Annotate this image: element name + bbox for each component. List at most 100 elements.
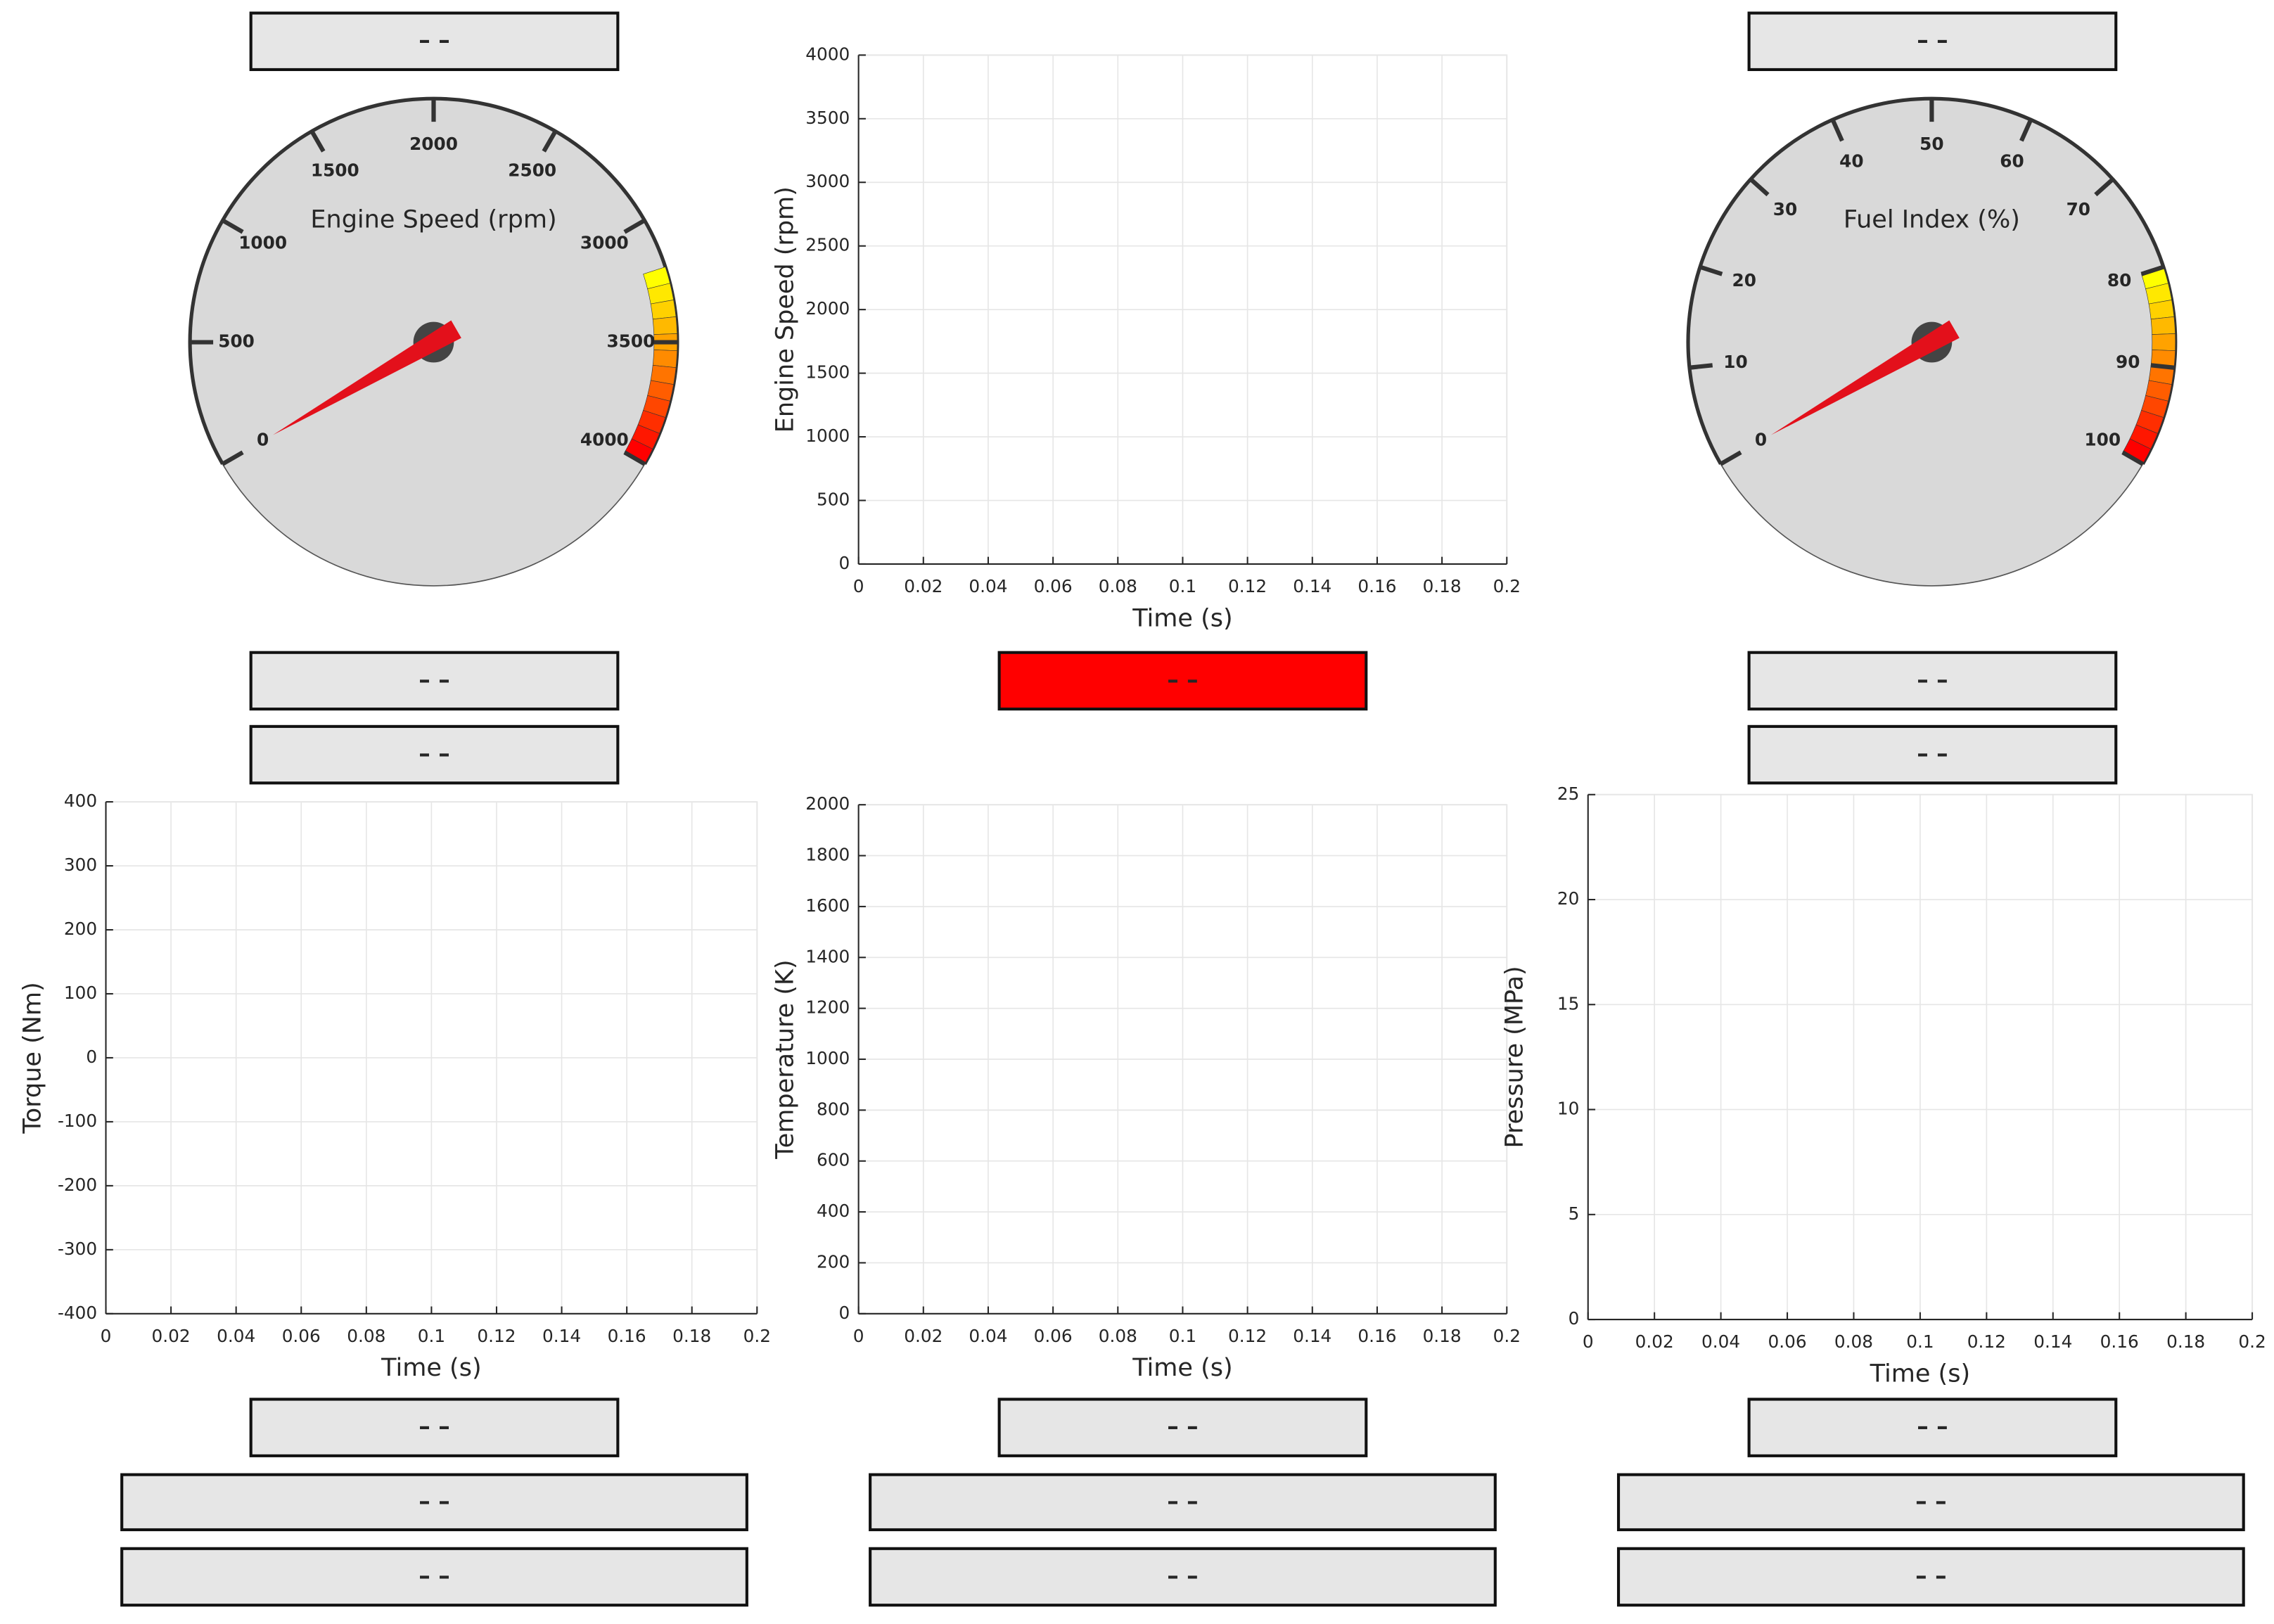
x-tick-label: 0.02	[904, 576, 943, 596]
y-tick-label: 3000	[805, 171, 850, 191]
gauge-tick-label: 40	[1839, 151, 1863, 171]
x-tick-label: 0.2	[2238, 1331, 2266, 1352]
display-value: – –	[419, 740, 449, 767]
x-tick-label: 0.02	[152, 1326, 191, 1346]
x-tick-label: 0.02	[904, 1326, 943, 1346]
gauge-tick	[2140, 264, 2164, 276]
x-tick-label: 0	[101, 1326, 112, 1346]
y-tick-label: 0	[839, 1303, 850, 1323]
y-tick-label: 1000	[805, 426, 850, 446]
y-tick-label: 100	[64, 983, 97, 1003]
gauge-tick-label: 3500	[606, 331, 655, 352]
gauge-tick-label: 10	[1723, 352, 1747, 372]
gauge-tick-label: 80	[2107, 270, 2131, 290]
gauge-tick-label: 20	[1732, 270, 1756, 290]
y-tick-label: 3500	[805, 108, 850, 128]
x-tick-label: 0.14	[1293, 1326, 1331, 1346]
gauge-tick-label: 60	[2000, 151, 2024, 171]
y-axis-label: Pressure (MPa)	[1500, 966, 1529, 1148]
gauge-tick-label: 0	[1755, 430, 1767, 450]
warning-band	[2152, 333, 2176, 351]
gauge-tick-label: 0	[257, 430, 269, 450]
y-tick-label: 400	[817, 1201, 850, 1221]
x-axis-label: Time (s)	[1132, 603, 1232, 632]
y-tick-label: 600	[817, 1150, 850, 1170]
gauge-tick	[542, 130, 558, 153]
y-tick-label: 5	[1569, 1203, 1580, 1224]
gauge-tick	[221, 218, 244, 234]
warning-band	[652, 350, 677, 369]
display-box	[869, 1473, 1497, 1532]
gauge-tick-label: 90	[2116, 352, 2140, 372]
gauge-needle	[272, 320, 461, 435]
gauge-tick	[623, 218, 646, 234]
gauge-tick-label: 100	[2084, 430, 2121, 450]
y-tick-label: 1400	[805, 946, 850, 966]
gauge-tick	[623, 450, 646, 466]
y-tick-label: 2000	[805, 298, 850, 319]
y-axis-label: Temperature (K)	[771, 959, 800, 1159]
gauge-tick-label: 70	[2067, 199, 2090, 219]
y-tick-label: 2000	[805, 793, 850, 814]
display-box	[1747, 724, 2118, 785]
display-box	[1616, 1547, 2245, 1607]
display-value: – –	[419, 26, 449, 53]
x-tick-label: 0.16	[2100, 1331, 2139, 1352]
x-tick-label: 0	[853, 1326, 864, 1346]
gauge-tick-label: 1000	[238, 232, 287, 252]
warning-band	[652, 316, 677, 335]
y-tick-label: 1800	[805, 845, 850, 865]
display-value: – –	[1917, 740, 1948, 767]
y-tick-label: -300	[58, 1239, 97, 1259]
gauge-tick	[2121, 450, 2144, 466]
x-tick-label: 0.14	[1293, 576, 1331, 596]
x-axis-label: Time (s)	[1132, 1353, 1232, 1382]
display-box	[249, 651, 620, 711]
display-value: – –	[419, 1561, 449, 1589]
y-tick-label: 15	[1557, 993, 1579, 1014]
gauge-tick	[1689, 363, 1713, 370]
gauge-tick	[2019, 118, 2033, 142]
y-tick-label: 500	[817, 490, 850, 510]
y-tick-label: 1200	[805, 997, 850, 1018]
y-tick-label: 2500	[805, 235, 850, 255]
x-tick-label: 0	[853, 576, 864, 596]
x-tick-label: 0.18	[672, 1326, 711, 1346]
display-value: – –	[1915, 1561, 1946, 1589]
x-tick-label: 0.14	[542, 1326, 581, 1346]
display-box	[997, 651, 1368, 711]
y-tick-label: 200	[817, 1251, 850, 1272]
y-axis-label: Torque (Nm)	[18, 982, 46, 1134]
display-box	[1616, 1473, 2245, 1532]
y-tick-label: 400	[64, 791, 97, 811]
x-tick-label: 0.06	[1034, 576, 1073, 596]
gauge-label: Engine Speed (rpm)	[310, 205, 556, 234]
x-tick-label: 0.16	[1358, 576, 1396, 596]
x-tick-label: 0.2	[743, 1326, 771, 1346]
x-tick-label: 0.18	[1423, 576, 1462, 596]
x-axis-label: Time (s)	[1870, 1359, 1970, 1388]
x-tick-label: 0	[1583, 1331, 1594, 1352]
display-value: – –	[1167, 1561, 1198, 1589]
x-tick-label: 0.1	[1169, 1326, 1196, 1346]
y-tick-label: 25	[1557, 784, 1579, 804]
gauge-tick-label: 2000	[409, 134, 458, 154]
gauge-tick-label: 4000	[580, 430, 629, 450]
x-tick-label: 0.06	[1034, 1326, 1073, 1346]
gauge-tick	[1749, 177, 1770, 197]
display-box	[120, 1473, 748, 1532]
x-tick-label: 0.04	[969, 1326, 1007, 1346]
gauge-label: Fuel Index (%)	[1844, 205, 2020, 234]
gauge-tick-label: 3000	[580, 232, 629, 252]
gauge-tick-label: 2500	[508, 160, 556, 181]
display-box	[249, 724, 620, 785]
x-tick-label: 0.04	[969, 576, 1007, 596]
x-tick-label: 0.06	[1768, 1331, 1806, 1352]
y-tick-label: 300	[64, 855, 97, 875]
y-tick-label: 10	[1557, 1099, 1579, 1119]
y-tick-label: 20	[1557, 888, 1579, 909]
display-value: – –	[1167, 665, 1198, 693]
display-box	[120, 1547, 748, 1607]
gauge-tick	[1699, 264, 1723, 276]
